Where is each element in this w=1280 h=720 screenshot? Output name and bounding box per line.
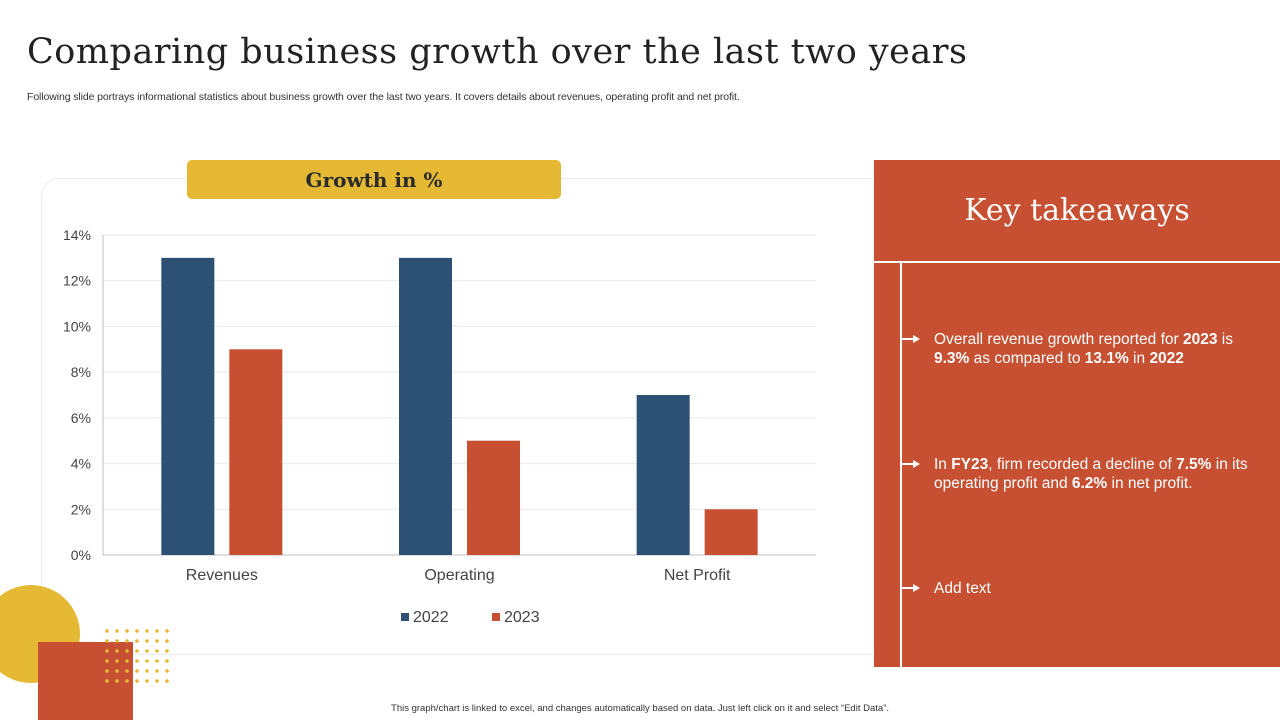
- decorative-dot: [125, 629, 129, 633]
- takeaway-item: Overall revenue growth reported for 2023…: [902, 330, 1272, 368]
- decorative-dot: [155, 649, 159, 653]
- y-tick-label: 6%: [71, 410, 91, 426]
- legend-label-2023: 2023: [504, 609, 540, 626]
- decorative-dot: [105, 659, 109, 663]
- decorative-dot: [125, 649, 129, 653]
- decorative-dot: [155, 639, 159, 643]
- takeaway-item: In FY23, firm recorded a decline of 7.5%…: [902, 455, 1272, 493]
- decorative-dot: [125, 659, 129, 663]
- decorative-dot: [145, 659, 149, 663]
- decorative-dot: [115, 659, 119, 663]
- legend-label-2022: 2022: [413, 609, 449, 626]
- takeaway-item: Add text: [902, 579, 1272, 598]
- y-tick-label: 8%: [71, 364, 91, 380]
- bar-2023-operating: [467, 440, 520, 555]
- y-tick-label: 12%: [63, 273, 91, 289]
- decorative-dot: [115, 669, 119, 673]
- decorative-dot: [115, 679, 119, 683]
- chart-bars: [161, 257, 758, 555]
- key-takeaways-header: Key takeaways: [964, 193, 1190, 228]
- growth-banner: Growth in %: [187, 160, 561, 199]
- bar-2023-revenues: [229, 349, 283, 555]
- decorative-dot: [105, 679, 109, 683]
- decorative-dot: [145, 669, 149, 673]
- decorative-dot: [145, 629, 149, 633]
- y-tick-label: 0%: [71, 547, 91, 563]
- decorative-dot: [155, 679, 159, 683]
- decorative-dot: [135, 649, 139, 653]
- bar-2023-net-profit: [704, 509, 758, 555]
- decorative-dot: [105, 649, 109, 653]
- decorative-dot: [165, 659, 169, 663]
- legend-swatch-2022: [401, 613, 409, 621]
- decorative-dot: [165, 639, 169, 643]
- header-divider: [874, 261, 1280, 263]
- decorative-dot: [155, 629, 159, 633]
- takeaway-text: Overall revenue growth reported for 2023…: [934, 331, 1233, 367]
- y-axis-ticks: 0% 2% 4% 6% 8% 10% 12% 14%: [63, 227, 91, 563]
- decorative-dot: [115, 629, 119, 633]
- decorative-dot: [125, 679, 129, 683]
- decorative-dot: [125, 669, 129, 673]
- bar-2022-revenues: [161, 257, 215, 555]
- bar-2022-net-profit: [636, 395, 690, 555]
- x-tick-label: Operating: [424, 567, 494, 584]
- decorative-dot: [155, 669, 159, 673]
- arrow-right-icon: [902, 335, 920, 343]
- decorative-dot: [145, 679, 149, 683]
- decorative-dot: [165, 679, 169, 683]
- decorative-dot: [145, 639, 149, 643]
- y-tick-label: 14%: [63, 227, 91, 243]
- timeline-line: [900, 263, 902, 667]
- bar-2022-operating: [399, 257, 452, 555]
- decorative-dot: [115, 649, 119, 653]
- decorative-dot: [165, 669, 169, 673]
- legend-swatch-2023: [492, 613, 500, 621]
- decorative-dot: [135, 659, 139, 663]
- footer-note: This graph/chart is linked to excel, and…: [391, 703, 889, 714]
- page-title: Comparing business growth over the last …: [27, 32, 968, 72]
- decorative-dot: [135, 639, 139, 643]
- decorative-dot: [135, 679, 139, 683]
- chart-gridlines: [102, 234, 816, 556]
- decorative-dot: [125, 639, 129, 643]
- decorative-dot: [105, 669, 109, 673]
- page-subtitle: Following slide portrays informational s…: [27, 91, 740, 103]
- decorative-dot: [165, 629, 169, 633]
- y-tick-label: 2%: [71, 501, 91, 517]
- decorative-dot: [165, 649, 169, 653]
- decorative-dot: [105, 639, 109, 643]
- key-takeaways-panel: Key takeaways Overall revenue growth rep…: [874, 160, 1280, 667]
- decorative-dot: [145, 649, 149, 653]
- decorative-dot: [135, 669, 139, 673]
- takeaway-text[interactable]: Add text: [934, 580, 991, 597]
- decorative-dot: [155, 659, 159, 663]
- y-tick-label: 4%: [71, 456, 91, 472]
- takeaway-text: In FY23, firm recorded a decline of 7.5%…: [934, 456, 1248, 492]
- y-tick-label: 10%: [63, 318, 91, 334]
- decorative-dot: [115, 639, 119, 643]
- x-tick-label: Revenues: [186, 567, 258, 584]
- arrow-right-icon: [902, 460, 920, 468]
- decorative-dot: [105, 629, 109, 633]
- chart-legend: 2022 2023: [401, 609, 540, 626]
- decorative-dot: [135, 629, 139, 633]
- x-tick-label: Net Profit: [664, 567, 731, 584]
- x-axis-ticks: Revenues Operating Net Profit: [186, 567, 731, 584]
- arrow-right-icon: [902, 584, 920, 592]
- decorative-dot-grid: [105, 629, 169, 683]
